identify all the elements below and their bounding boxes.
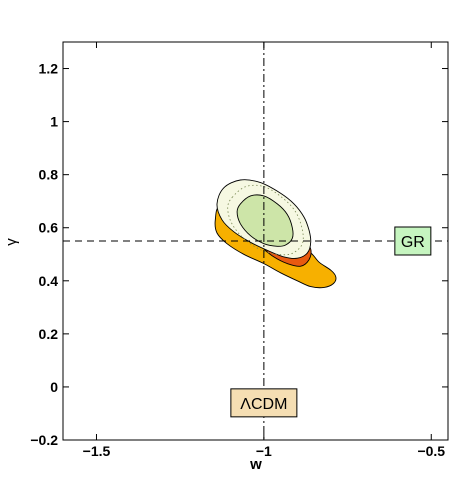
x-axis-label: w: [249, 456, 262, 473]
annotations-layer: GR ΛCDM: [230, 226, 432, 418]
annotation-box: [394, 226, 432, 256]
contour-dotted-outer: [227, 184, 304, 256]
x-tick-label: −1: [256, 443, 272, 459]
y-tick-label: 0.2: [39, 326, 59, 342]
y-axis-label: γ: [3, 238, 20, 246]
y-tick-label: 0.6: [39, 220, 59, 236]
ticks-layer: −1.5 −1 −0.5 −0.2 0 0.2 0.4 0.6 0.8 1 1.2: [30, 42, 448, 459]
y-tick-label: 1: [50, 114, 58, 130]
y-tick-label: −0.2: [30, 432, 58, 448]
plot-frame: [62, 41, 449, 441]
y-tick-label: 0: [50, 379, 58, 395]
annotation-1: GR: [394, 226, 432, 256]
annotation-box: [230, 388, 298, 418]
x-tick-label: −1.5: [83, 443, 111, 459]
y-tick-label: 0.4: [39, 273, 59, 289]
contour-region-4: [236, 194, 294, 247]
contours-layer: [214, 179, 337, 289]
x-tick-label: −0.5: [417, 443, 445, 459]
y-tick-label: 0.8: [39, 167, 59, 183]
annotation-label: GR: [401, 234, 425, 251]
annotation-label: ΛCDM: [240, 396, 287, 413]
y-tick-label: 1.2: [39, 61, 59, 77]
annotation-2: ΛCDM: [230, 388, 298, 418]
reference-lines-layer: [63, 42, 448, 440]
